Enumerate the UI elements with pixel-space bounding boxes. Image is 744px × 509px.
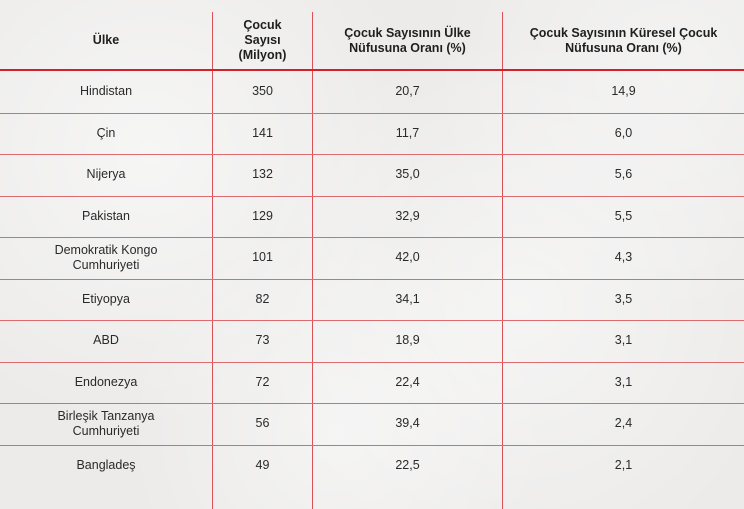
header-ratio-global: Çocuk Sayısının Küresel Çocuk Nüfusuna O… [529,25,718,55]
row-divider [0,195,744,197]
row-divider [0,237,744,238]
row-divider [0,154,744,155]
table-cell-country: Çin [96,125,116,140]
table-cell-country: Etiyopya [82,291,130,306]
row-divider [0,403,744,404]
header-ratio-country: Çocuk Sayısının Ülke Nüfusuna Oranı (%) [344,25,471,55]
row-divider [0,444,744,446]
table-cell-children: 82 [255,291,270,306]
table-cell-ratio-global: 2,4 [614,416,633,431]
table-cell-ratio-global: 14,9 [611,84,636,99]
table-cell-ratio-country: 34,1 [395,291,420,306]
row-divider [0,361,744,363]
table-cell-children: 132 [252,167,273,182]
table-cell-ratio-country: 32,9 [395,208,420,223]
table-cell-ratio-global: 3,5 [614,291,633,306]
table-cell-ratio-country: 11,7 [395,125,420,140]
table-cell-ratio-country: 20,7 [395,84,420,99]
table-cell-ratio-country: 18,9 [395,333,420,348]
table-cell-ratio-global: 3,1 [614,333,633,348]
row-divider [0,278,744,280]
table-cell-country: ABD [93,333,119,348]
table-cell-ratio-global: 2,1 [614,457,633,472]
table-cell-children: 350 [252,84,273,99]
row-divider [0,112,744,114]
table-cell-ratio-global: 5,5 [614,208,633,223]
table-cell-ratio-country: 35,0 [395,167,420,182]
table-cell-country: Birleşik Tanzanya Cumhuriyeti [57,408,155,438]
table-cell-children: 56 [255,416,270,431]
table-cell-ratio-country: 42,0 [395,250,420,265]
table-cell-ratio-country: 22,5 [395,457,420,472]
header-country: Ülke [92,33,120,47]
table-cell-children: 73 [255,333,270,348]
table-cell-country: Nijerya [86,167,126,182]
table-cell-ratio-country: 22,4 [395,374,420,389]
column-divider [212,12,213,509]
table-cell-country: Endonezya [74,374,138,389]
table-cell-ratio-global: 6,0 [614,125,633,140]
table-cell-ratio-global: 3,1 [614,374,633,389]
table-cell-ratio-global: 4,3 [614,250,633,265]
header-children: Çocuk Sayısı (Milyon) [238,18,287,62]
table-cell-ratio-global: 5,6 [614,167,633,182]
table-cell-children: 129 [252,208,273,223]
table-cell-country: Hindistan [79,84,133,99]
table-cell-ratio-country: 39,4 [395,416,420,431]
table-cell-children: 72 [255,374,270,389]
column-divider [502,12,503,509]
header-divider [0,69,744,71]
table-cell-children: 49 [255,457,270,472]
row-divider [0,320,744,321]
table-cell-country: Pakistan [82,208,130,223]
table-cell-children: 101 [252,250,273,265]
table-cell-children: 141 [252,125,273,140]
column-divider [312,12,313,509]
table-cell-country: Bangladeş [76,457,136,472]
table-cell-country: Demokratik Kongo Cumhuriyeti [54,242,158,272]
